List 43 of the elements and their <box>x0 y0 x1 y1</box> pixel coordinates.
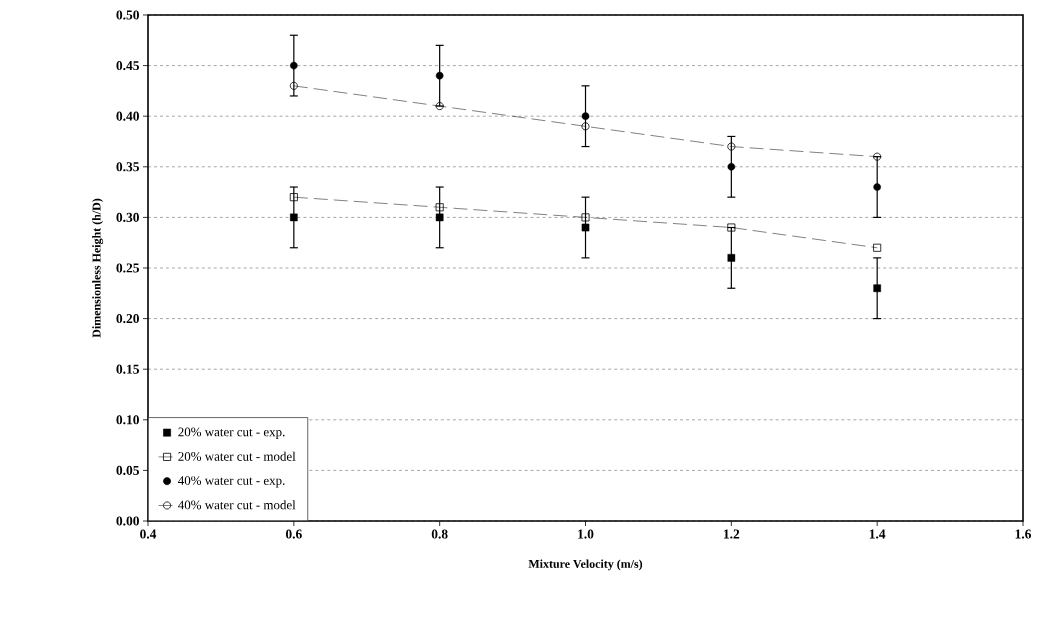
y-tick-label: 0.50 <box>116 10 139 20</box>
point <box>873 243 882 252</box>
legend-label: 20% water cut - exp. <box>178 427 285 439</box>
legend-label: 20% water cut - model <box>178 451 296 461</box>
y-tick-label: 0.40 <box>116 111 139 121</box>
point <box>581 122 590 131</box>
point <box>727 254 736 262</box>
y-tick-label: 0.30 <box>116 212 139 222</box>
point <box>290 213 298 222</box>
y-axis-title: Dimensionless Height (h/D) <box>92 198 104 338</box>
x-tick-label: 0.6 <box>285 529 302 539</box>
y-tick-label: 0.05 <box>116 465 139 475</box>
x-axis-title: Mixture Velocity (m/s) <box>528 559 643 571</box>
point <box>581 213 590 222</box>
y-tick-label: 0.00 <box>116 516 139 526</box>
x-tick-label: 1.6 <box>1015 529 1032 539</box>
point <box>581 112 590 120</box>
point <box>727 142 736 151</box>
x-tick-label: 1.4 <box>869 529 886 539</box>
x-tick-label: 1.0 <box>578 529 594 539</box>
y-tick-label: 0.15 <box>116 364 139 374</box>
y-tick-label: 0.45 <box>116 61 139 71</box>
x-tick-label: 0.4 <box>140 529 157 539</box>
legend-label: 40% water cut - model <box>178 500 296 510</box>
legend-label: 40% water cut - exp. <box>178 476 285 488</box>
point <box>289 193 298 202</box>
point <box>289 81 298 90</box>
x-tick-label: 1.2 <box>724 529 740 539</box>
point <box>290 61 298 70</box>
point <box>581 223 590 232</box>
point <box>435 203 444 212</box>
point <box>435 213 444 222</box>
point <box>435 71 444 80</box>
y-tick-label: 0.20 <box>116 314 139 324</box>
point <box>873 152 882 161</box>
point <box>727 163 736 171</box>
point <box>873 183 881 191</box>
point <box>873 284 881 293</box>
x-tick-label: 0.8 <box>431 529 448 539</box>
y-tick-label: 0.10 <box>116 415 139 425</box>
point <box>435 102 444 111</box>
y-tick-label: 0.25 <box>116 263 139 273</box>
y-tick-label: 0.35 <box>116 162 139 172</box>
